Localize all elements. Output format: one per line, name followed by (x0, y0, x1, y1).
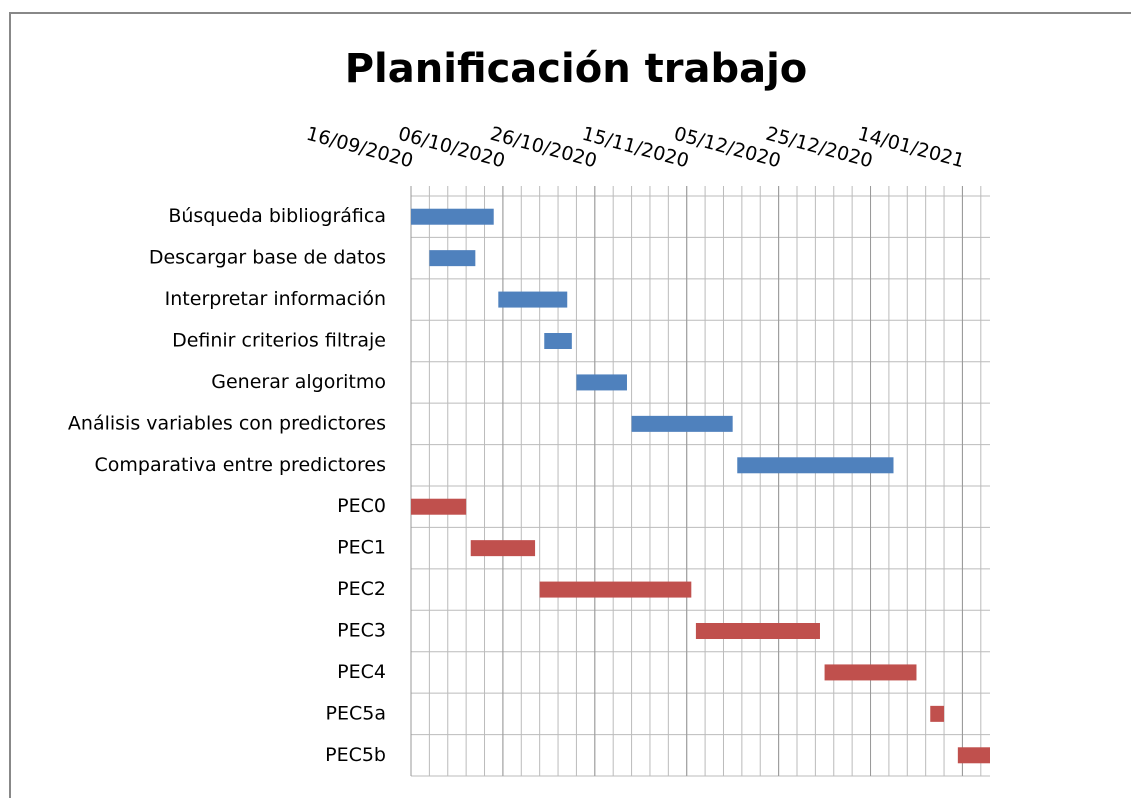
category-label: PEC0 (337, 495, 386, 517)
bar (411, 208, 494, 225)
category-label: Descargar base de datos (149, 247, 386, 269)
category-label: Definir criterios filtraje (172, 330, 386, 352)
category-label: PEC1 (337, 537, 386, 559)
x-tick-label: 14/01/2021 (855, 123, 966, 173)
bar (544, 333, 572, 349)
bar (576, 374, 627, 391)
bar (470, 540, 536, 557)
bar (539, 581, 692, 598)
category-label: PEC5b (325, 744, 386, 766)
bar (930, 705, 945, 722)
bar (695, 623, 820, 639)
category-label: Interpretar información (165, 288, 386, 310)
bar (737, 457, 894, 474)
bar (824, 664, 917, 681)
category-label: PEC2 (337, 578, 386, 600)
bar (631, 415, 733, 432)
chart-title: Planificación trabajo (345, 46, 808, 92)
bar (429, 250, 476, 267)
category-label: PEC3 (337, 620, 386, 642)
category-label: Búsqueda bibliográfica (168, 205, 386, 227)
category-label: PEC5a (326, 702, 386, 724)
bar (498, 291, 568, 308)
bar (957, 747, 990, 764)
category-label: Generar algoritmo (211, 371, 386, 393)
bar (411, 498, 467, 515)
category-label: Análisis variables con predictores (68, 412, 386, 434)
category-label: PEC4 (337, 661, 386, 683)
category-label: Comparativa entre predictores (94, 454, 386, 476)
chart-frame (9, 12, 1131, 802)
